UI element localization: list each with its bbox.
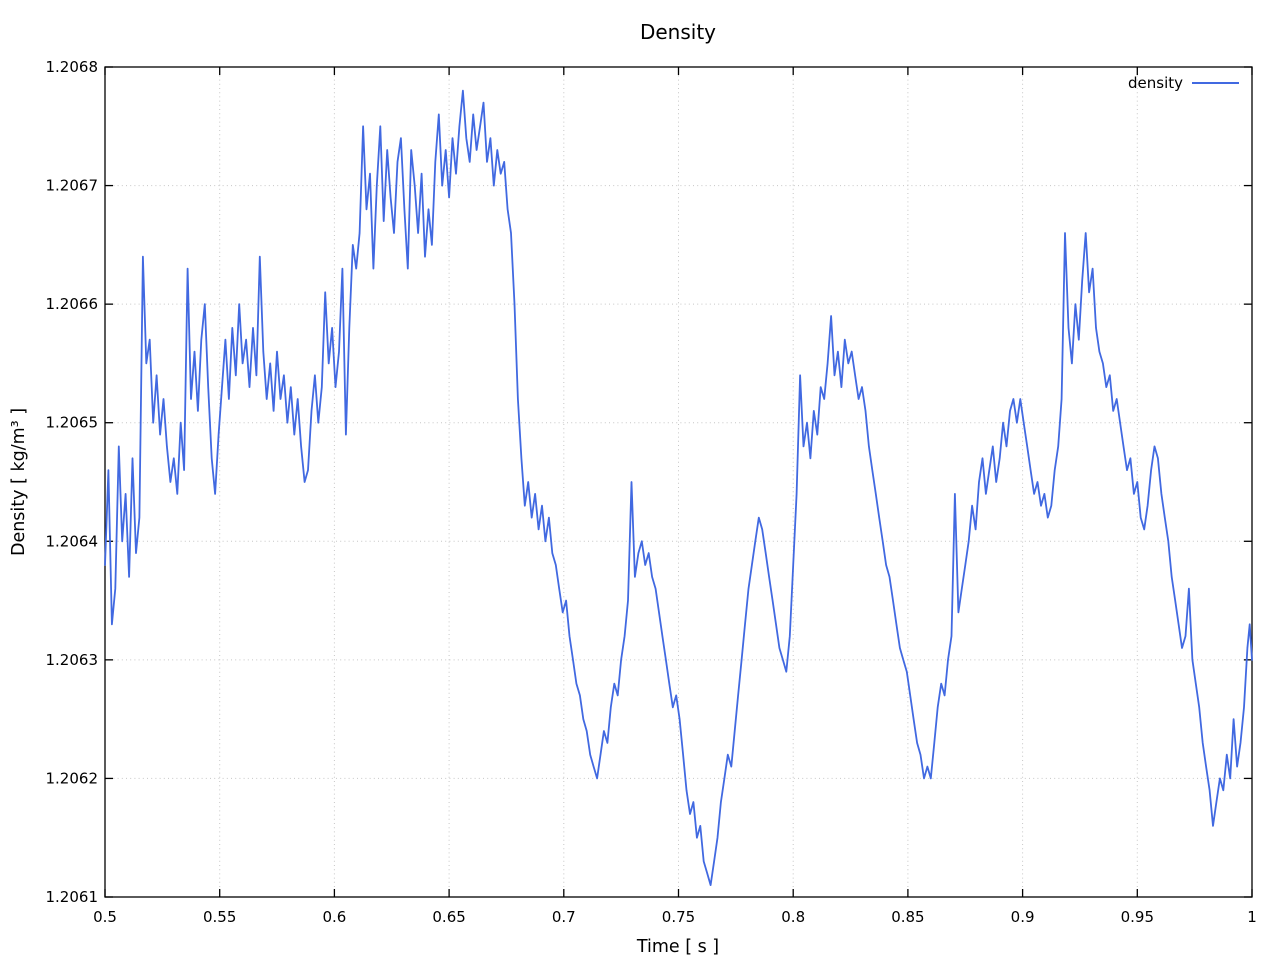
tick-labels: 0.5 0.55 0.6 0.65 0.7 0.75 0.8 0.85 0.9 0.95 1 1.20…: [46, 58, 1257, 926]
density-series-line: [104, 89, 1253, 886]
y-tick-label: 1.2062: [46, 769, 99, 787]
y-tick-label: 1.2063: [46, 651, 99, 669]
y-tick-label: 1.2064: [46, 532, 99, 550]
x-tick-label: 0.6: [322, 908, 346, 926]
legend: density: [1128, 74, 1239, 92]
x-tick-label: 0.75: [662, 908, 695, 926]
plot-border: [104, 66, 1253, 898]
chart-title: Density: [640, 20, 716, 44]
gridlines: [104, 66, 1253, 898]
y-tick-label: 1.2066: [46, 295, 99, 313]
x-tick-label: 1: [1247, 908, 1257, 926]
y-tick-label: 1.2065: [46, 414, 99, 432]
x-tick-label: 0.85: [891, 908, 924, 926]
x-tick-label: 0.9: [1011, 908, 1035, 926]
x-axis-label: Time [ s ]: [636, 937, 719, 957]
legend-label-density: density: [1128, 74, 1183, 92]
y-tick-label: 1.2061: [46, 888, 99, 906]
x-tick-label: 0.55: [203, 908, 236, 926]
x-tick-label: 0.65: [432, 908, 465, 926]
x-tick-label: 0.8: [781, 908, 805, 926]
x-tick-label: 0.7: [552, 908, 576, 926]
x-tick-label: 0.5: [93, 908, 117, 926]
x-tick-label: 0.95: [1121, 908, 1154, 926]
tick-marks: [104, 66, 1253, 898]
y-tick-label: 1.2068: [46, 58, 99, 76]
y-axis-label: Density [ kg/m³ ]: [9, 408, 29, 556]
y-tick-label: 1.2067: [46, 177, 99, 195]
